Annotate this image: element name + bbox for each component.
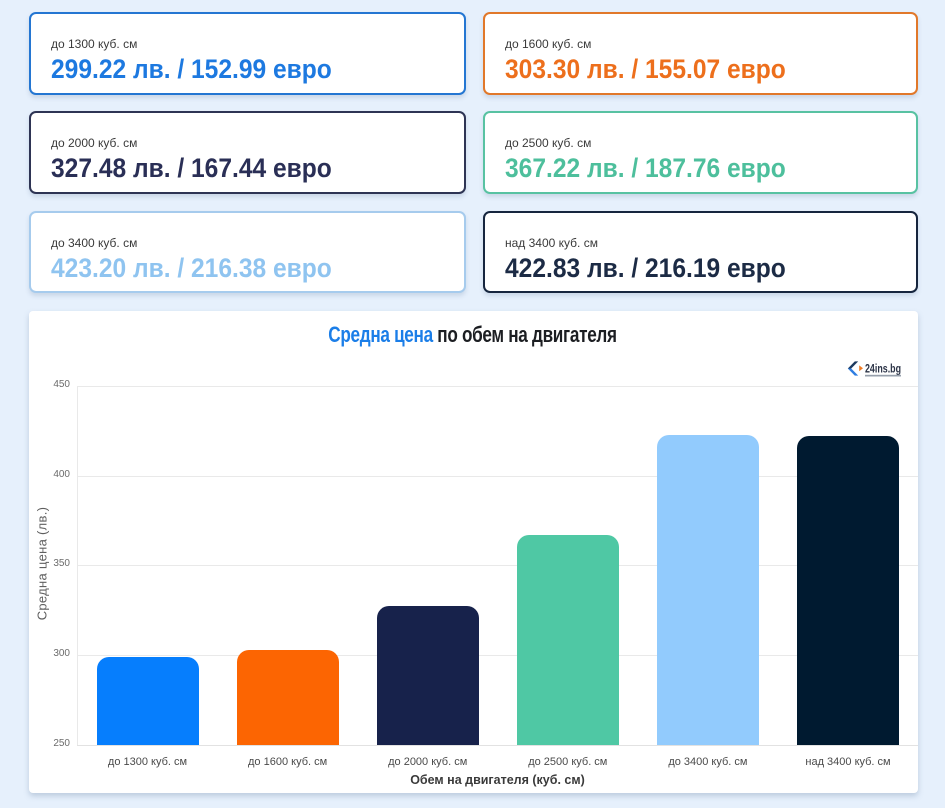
svg-text:24ins.bg: 24ins.bg (865, 364, 901, 376)
